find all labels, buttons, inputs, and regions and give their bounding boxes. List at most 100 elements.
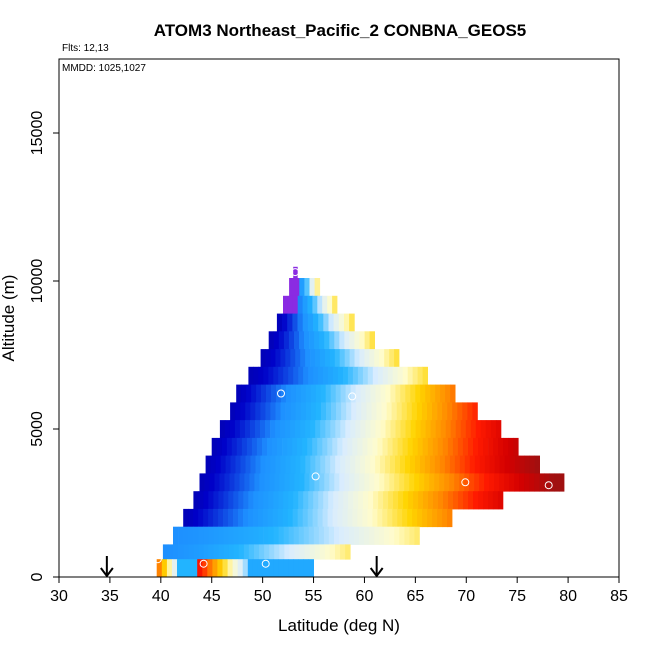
heatmap-cell (324, 349, 331, 368)
heatmap-cell (432, 437, 439, 457)
heatmap-cell (400, 455, 406, 474)
heatmap-cell (248, 544, 255, 560)
heatmap-cell (269, 473, 275, 492)
x-axis-label: Latitude (deg N) (278, 616, 400, 635)
heatmap-cell (479, 455, 486, 474)
heatmap-cell (323, 366, 329, 385)
heatmap-cell (433, 491, 439, 510)
heatmap-cell (422, 366, 428, 385)
heatmap-cell (529, 455, 535, 474)
heatmap-cell (317, 295, 323, 314)
heatmap-cell (305, 420, 311, 439)
heatmap-cell (529, 473, 535, 492)
heatmap-cell (424, 473, 430, 492)
heatmap-cell (238, 508, 244, 528)
heatmap-cell (430, 384, 436, 403)
heatmap-cell (268, 491, 274, 510)
heatmap-cell (442, 508, 448, 528)
heatmap-cell (299, 544, 306, 560)
heatmap-cell (312, 437, 318, 457)
heatmap-cell (288, 331, 295, 350)
heatmap-cell (258, 366, 264, 385)
heatmap-cell (450, 420, 457, 439)
heatmap-cell (412, 366, 418, 385)
heatmap-cell (310, 384, 317, 403)
heatmap-cell (359, 349, 365, 368)
heatmap-cell (393, 491, 399, 510)
heatmap-cell (340, 384, 346, 403)
heatmap-cell (457, 402, 463, 421)
heatmap-cell (488, 491, 494, 510)
heatmap-cell (478, 437, 484, 457)
heatmap-cell (230, 402, 236, 421)
heatmap-cell (480, 420, 487, 439)
heatmap-cell (325, 455, 331, 474)
heatmap-cell (430, 420, 436, 439)
heatmap-cell (349, 526, 355, 545)
heatmap-cell (277, 437, 283, 457)
heatmap-cell (475, 420, 482, 439)
heatmap-cell (217, 559, 223, 578)
heatmap-cell (233, 491, 239, 510)
heatmap-cell (193, 526, 199, 545)
heatmap-cell (173, 544, 179, 560)
heatmap-cell (379, 473, 385, 492)
heatmap-cell (348, 491, 354, 510)
heatmap-cell (288, 366, 294, 385)
heatmap-cell (242, 559, 249, 578)
heatmap-cell (449, 455, 456, 474)
heatmap-cell (349, 473, 355, 492)
heatmap-cell (385, 420, 391, 439)
heatmap-cell (410, 420, 416, 439)
heatmap-cell (192, 559, 198, 578)
heatmap-cell (218, 544, 225, 560)
heatmap-cell (198, 526, 204, 545)
heatmap-cell (211, 437, 218, 457)
heatmap-cell (188, 544, 194, 560)
heatmap-cell (247, 559, 254, 578)
heatmap-cell (166, 559, 173, 578)
heatmap-cell (339, 331, 345, 350)
heatmap-cell (229, 420, 236, 439)
heatmap-cell (276, 313, 283, 332)
heatmap-cell (252, 559, 259, 578)
heatmap-cell (251, 437, 258, 457)
heatmap-cell (263, 491, 269, 510)
heatmap-cell (193, 491, 199, 510)
heatmap-cell (294, 278, 300, 297)
heatmap-cell (410, 455, 416, 474)
heatmap-cell (385, 455, 391, 474)
heatmap-cell (465, 420, 472, 439)
heatmap-cell (346, 402, 352, 421)
x-tick-label: 30 (50, 588, 68, 605)
heatmap-cell (243, 544, 250, 560)
heatmap-cell (260, 420, 266, 439)
heatmap-cell (392, 437, 398, 457)
heatmap-cell (224, 473, 230, 492)
heatmap-cell (297, 295, 303, 314)
heatmap-cell (270, 402, 276, 421)
heatmap-cell (203, 491, 209, 510)
heatmap-cell (423, 491, 429, 510)
heatmap-cell (288, 559, 294, 578)
heatmap-cell (534, 455, 540, 474)
heatmap-cell (275, 420, 281, 439)
heatmap-cell (279, 473, 285, 492)
heatmap-cell (344, 526, 350, 545)
heatmap-cell (298, 559, 304, 578)
heatmap-cell (282, 508, 289, 528)
heatmap-cell (251, 384, 257, 403)
heatmap-cell (290, 455, 296, 474)
arrow-markers (100, 556, 384, 578)
dates-note: MMDD: 1025,1027 (62, 63, 146, 74)
heatmap-cell (280, 349, 286, 368)
heatmap-cell (377, 366, 384, 385)
heatmap-cell (207, 559, 213, 578)
heatmap-cell (454, 455, 461, 474)
sample-point (291, 268, 300, 277)
y-tick-label: 5000 (29, 411, 46, 447)
heatmap-cell (315, 455, 321, 474)
heatmap-cell (278, 491, 284, 510)
heatmap-cell (229, 473, 235, 492)
heatmap-cell (549, 473, 555, 492)
